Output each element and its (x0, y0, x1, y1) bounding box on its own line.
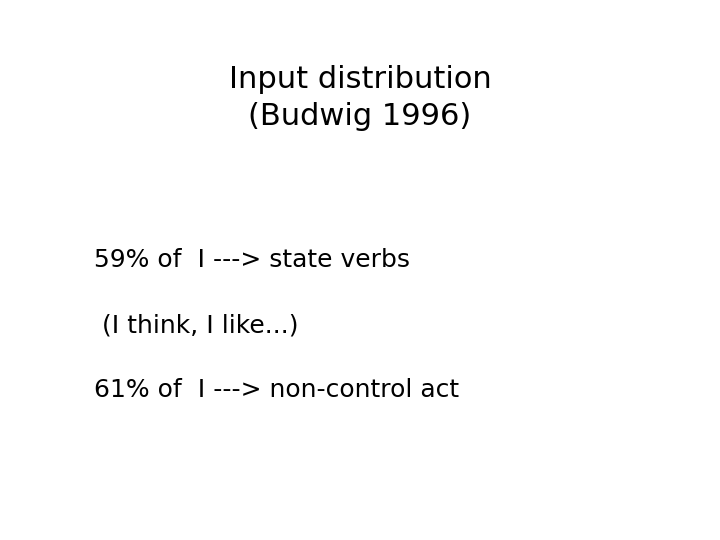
Text: 59% of  I ---> state verbs: 59% of I ---> state verbs (94, 248, 410, 272)
Text: Input distribution
(Budwig 1996): Input distribution (Budwig 1996) (229, 65, 491, 131)
Text: 61% of  I ---> non-control act: 61% of I ---> non-control act (94, 378, 459, 402)
Text: (I think, I like...): (I think, I like...) (94, 313, 298, 337)
